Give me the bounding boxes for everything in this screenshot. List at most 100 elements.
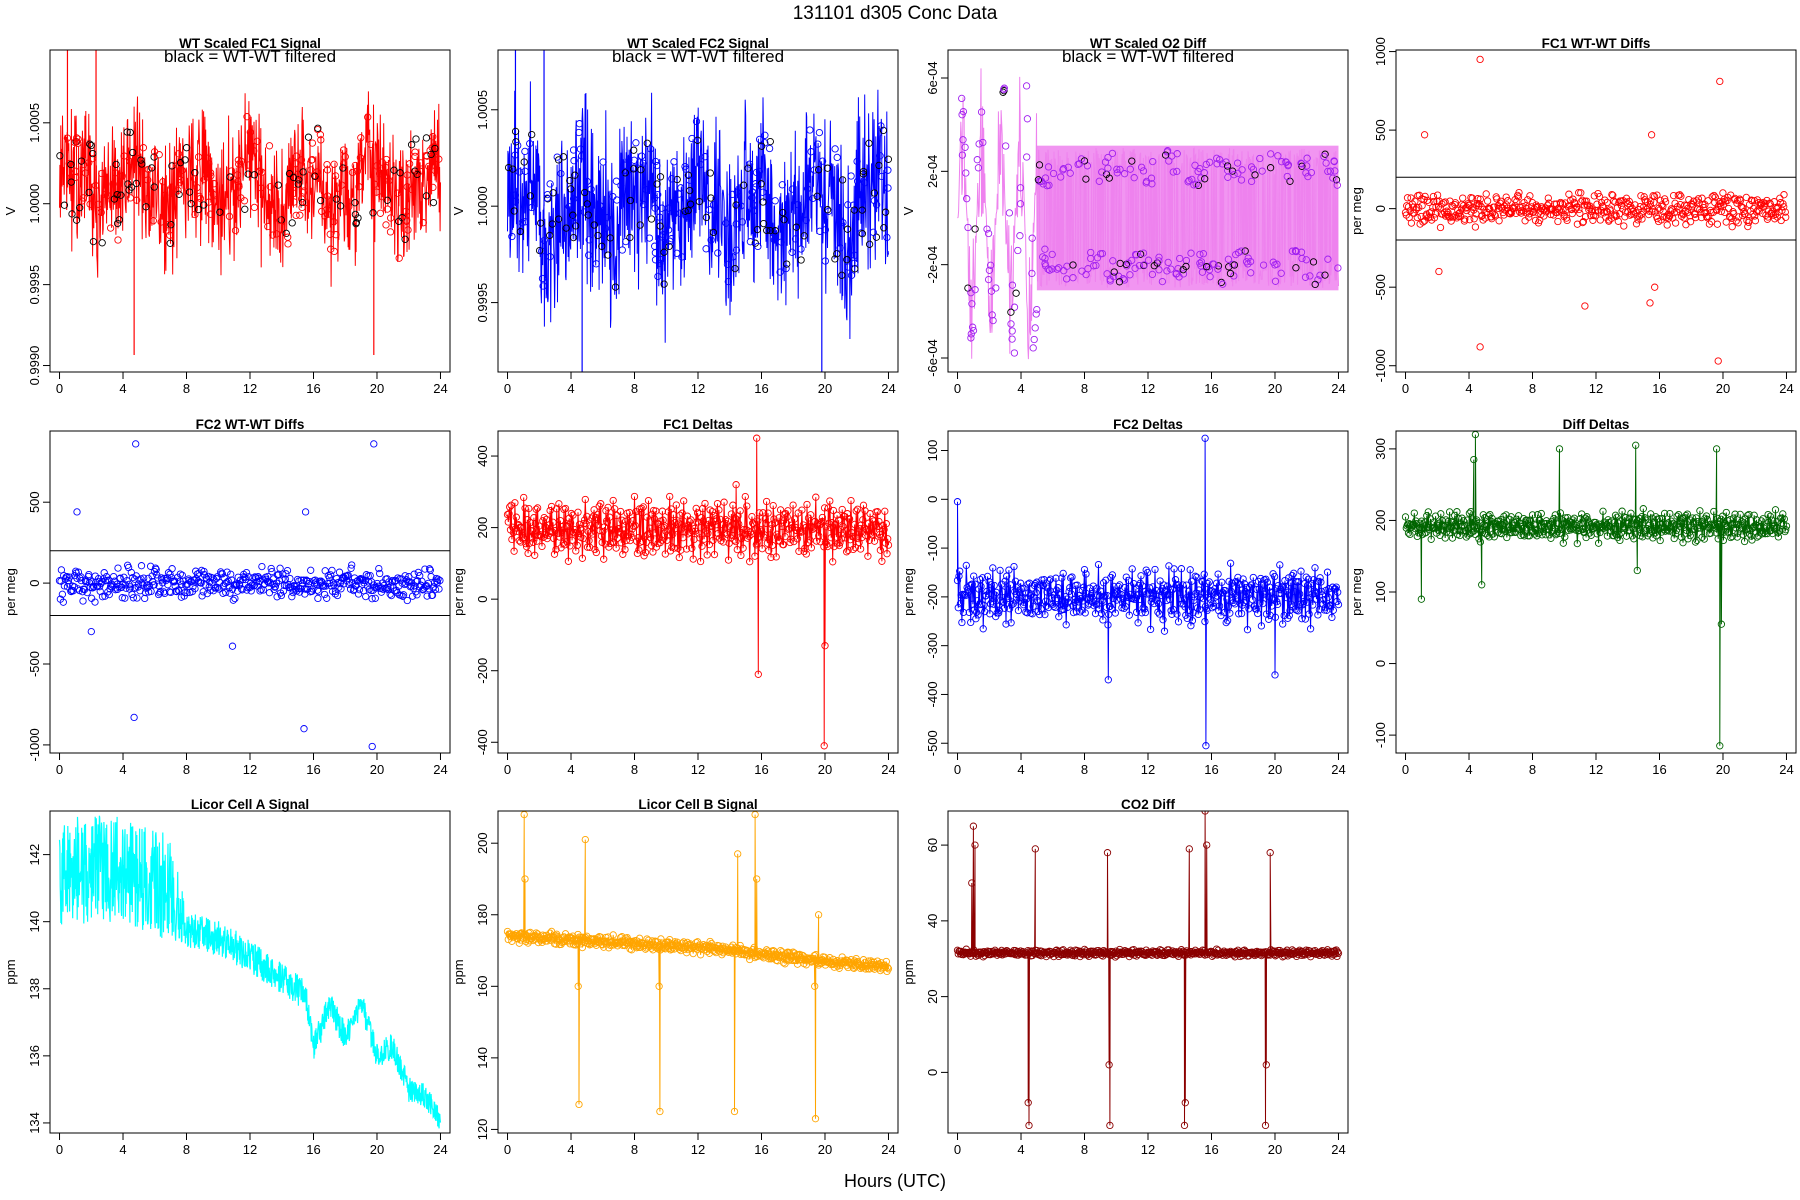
data-point xyxy=(241,205,249,213)
data-point xyxy=(669,530,677,538)
data-point xyxy=(105,590,113,599)
data-point xyxy=(1028,234,1036,242)
data-point xyxy=(1759,515,1767,523)
data-point xyxy=(1549,211,1558,219)
data-point xyxy=(1622,532,1631,540)
data-point xyxy=(661,550,669,558)
data-point xyxy=(814,911,823,919)
data-point xyxy=(408,185,416,194)
data-point xyxy=(1155,610,1164,618)
data-point xyxy=(782,264,790,273)
data-point xyxy=(1007,320,1015,328)
data-point xyxy=(1263,578,1271,586)
data-point xyxy=(1556,198,1565,207)
data-point xyxy=(1525,532,1534,540)
y-tick-label: 160 xyxy=(475,975,490,997)
data-point xyxy=(1283,172,1291,181)
data-point xyxy=(553,529,562,538)
data-point xyxy=(622,237,630,246)
x-tick-label: 12 xyxy=(691,381,705,396)
data-point xyxy=(618,246,626,254)
y-axis-label: per meg xyxy=(451,568,466,616)
data-point xyxy=(1218,578,1226,586)
data-point xyxy=(1069,261,1077,269)
data-point xyxy=(1712,445,1721,453)
panel-title: Licor Cell B Signal xyxy=(638,797,757,812)
data-point xyxy=(737,202,745,210)
data-point xyxy=(549,518,557,526)
data-point xyxy=(1032,310,1040,318)
data-point xyxy=(702,245,710,253)
data-point xyxy=(290,180,298,188)
data-point xyxy=(875,161,883,170)
data-point xyxy=(1734,219,1742,227)
data-point xyxy=(436,576,444,585)
data-point xyxy=(660,280,668,288)
data-point xyxy=(811,1115,820,1123)
x-tick-label: 24 xyxy=(1331,381,1345,396)
data-point xyxy=(1413,213,1421,222)
data-point xyxy=(1053,594,1061,603)
data-point xyxy=(656,222,664,230)
data-point xyxy=(555,500,563,508)
data-point xyxy=(664,226,673,234)
data-point xyxy=(1120,276,1129,284)
data-point xyxy=(1228,167,1237,175)
data-point xyxy=(1024,1099,1032,1107)
data-point xyxy=(611,526,620,534)
data-point xyxy=(1334,588,1342,596)
data-point xyxy=(998,588,1006,596)
data-point xyxy=(728,190,737,199)
data-point xyxy=(1177,594,1185,602)
data-point xyxy=(958,618,966,627)
data-point xyxy=(1710,507,1718,516)
data-point xyxy=(960,949,968,958)
data-point xyxy=(1653,191,1661,199)
data-point xyxy=(522,540,530,548)
data-point xyxy=(673,249,681,257)
data-series-line xyxy=(957,811,1339,1126)
data-point xyxy=(859,167,868,176)
data-point xyxy=(679,534,687,542)
data-point xyxy=(986,261,995,269)
data-point xyxy=(68,210,76,218)
data-point xyxy=(1507,208,1516,217)
data-point xyxy=(1498,530,1506,538)
data-point xyxy=(1502,511,1510,519)
data-point xyxy=(296,584,305,593)
data-point xyxy=(1702,512,1711,520)
data-point xyxy=(673,175,681,184)
data-point xyxy=(986,600,995,608)
x-tick-label: 16 xyxy=(306,381,320,396)
data-point xyxy=(630,522,638,531)
data-point xyxy=(336,202,345,210)
data-point xyxy=(1016,200,1025,208)
data-point xyxy=(839,218,847,227)
data-point xyxy=(793,535,802,543)
data-point xyxy=(746,955,754,964)
data-point xyxy=(1751,217,1760,225)
data-point xyxy=(1144,256,1153,264)
data-point xyxy=(253,578,261,586)
data-point xyxy=(1302,256,1310,264)
data-point xyxy=(1511,518,1519,527)
data-point xyxy=(857,229,865,237)
data-point xyxy=(982,591,990,600)
data-point xyxy=(1620,222,1628,230)
data-point xyxy=(1305,610,1313,618)
data-point xyxy=(1199,250,1208,258)
data-point-outlier xyxy=(73,508,81,516)
data-point xyxy=(761,131,769,139)
data-point xyxy=(1332,583,1340,591)
data-point xyxy=(1170,565,1178,573)
data-point xyxy=(166,239,174,247)
data-point xyxy=(296,211,304,219)
data-point xyxy=(745,532,753,541)
data-point xyxy=(320,590,329,599)
data-point xyxy=(861,179,869,187)
plot-area xyxy=(503,434,893,750)
data-point xyxy=(385,578,393,586)
data-point xyxy=(682,522,690,530)
data-point xyxy=(688,134,696,143)
